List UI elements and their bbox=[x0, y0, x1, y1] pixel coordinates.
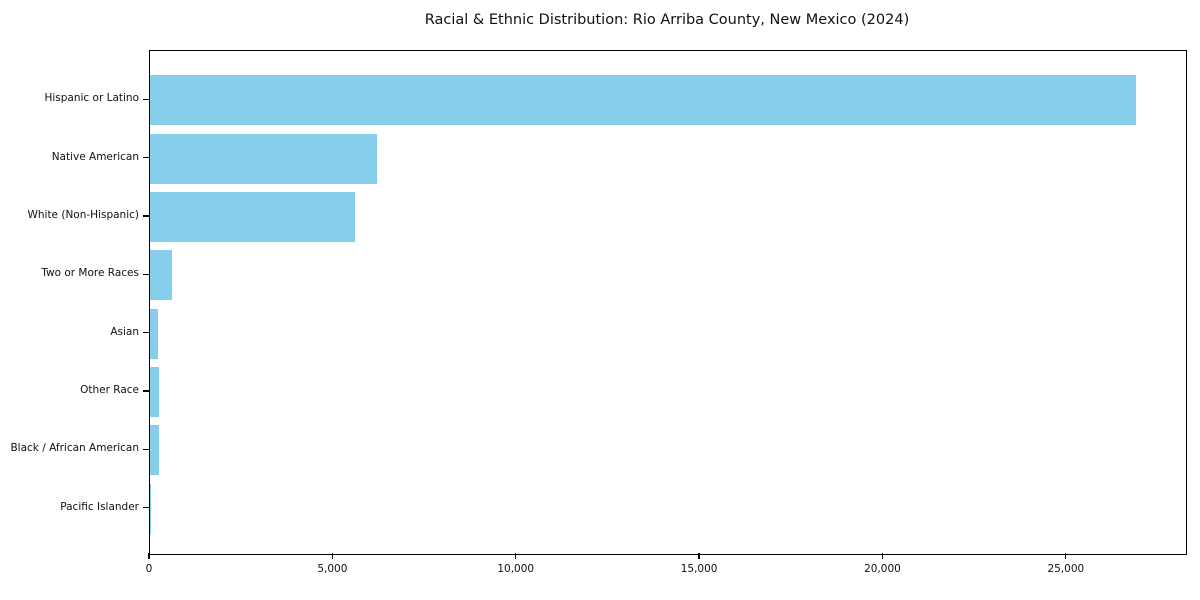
y-axis-label: Asian bbox=[110, 325, 139, 338]
y-axis-tick bbox=[143, 156, 149, 159]
y-axis-tick bbox=[143, 215, 149, 217]
y-axis-label: Pacific Islander bbox=[60, 500, 139, 513]
x-axis-tick bbox=[698, 553, 700, 559]
y-axis-tick bbox=[143, 390, 149, 392]
y-axis-tick bbox=[143, 448, 149, 451]
plot-area bbox=[149, 50, 1187, 555]
bar-pacific-islander bbox=[150, 483, 151, 534]
bar-two-or-more-races bbox=[150, 250, 172, 301]
y-axis-label: Other Race bbox=[80, 384, 139, 397]
y-axis-tick bbox=[143, 332, 149, 334]
y-axis-label: Hispanic or Latino bbox=[44, 92, 139, 105]
y-axis-label: Two or More Races bbox=[41, 267, 139, 280]
bar-hispanic-or-latino bbox=[150, 75, 1137, 126]
bar-black-african-american bbox=[150, 425, 160, 476]
plot-wrap: Hispanic or Latino Native American White (… bbox=[10, 50, 1187, 575]
bar-native-american bbox=[150, 133, 378, 184]
x-axis-label: 15,000 bbox=[680, 563, 718, 575]
y-axis-tick bbox=[143, 273, 149, 275]
x-axis-label: 20,000 bbox=[864, 563, 901, 575]
x-axis-tick bbox=[515, 553, 517, 559]
x-axis-label: 5,000 bbox=[317, 563, 348, 575]
chart-title: Racial & Ethnic Distribution: Rio Arriba… bbox=[424, 12, 910, 28]
x-axis-label: 10,000 bbox=[497, 563, 535, 575]
x-axis-label: 25,000 bbox=[1047, 563, 1085, 575]
bar-asian bbox=[150, 308, 159, 359]
x-axis-tick bbox=[1065, 553, 1067, 559]
x-axis-tick bbox=[148, 553, 150, 559]
y-axis-label: Native American bbox=[51, 150, 139, 163]
x-axis-tick bbox=[331, 553, 333, 559]
y-axis-label: White (Non-Hispanic) bbox=[27, 208, 139, 221]
x-axis-tick bbox=[881, 553, 884, 559]
bar-white-non-hispanic bbox=[150, 191, 356, 242]
bar-other-race bbox=[150, 367, 160, 418]
x-axis-label: 0 bbox=[145, 563, 153, 575]
y-axis-tick bbox=[143, 507, 149, 509]
y-axis-tick bbox=[143, 98, 149, 100]
y-axis-label: Black / African American bbox=[10, 442, 139, 455]
